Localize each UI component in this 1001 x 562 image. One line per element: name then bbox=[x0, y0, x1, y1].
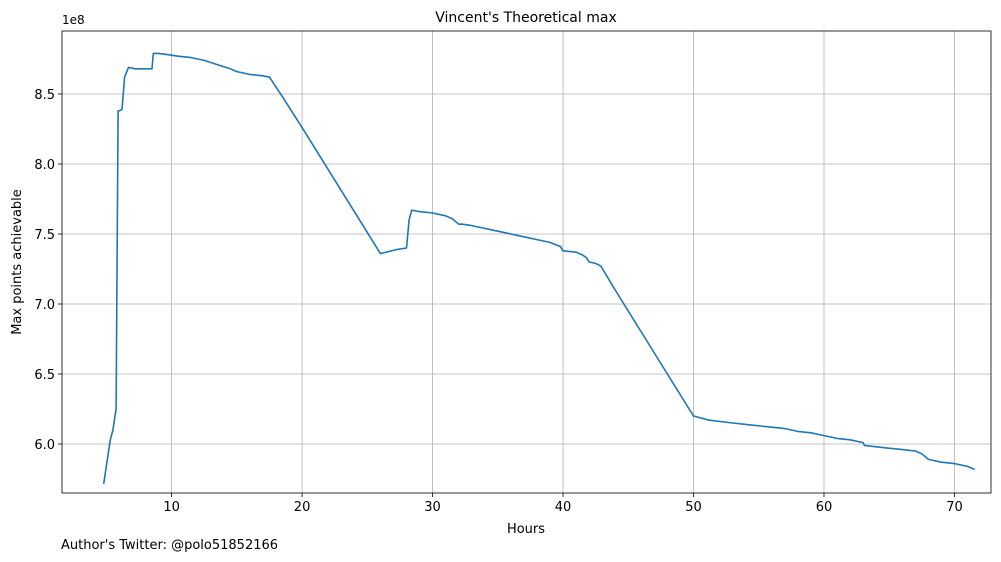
x-tick-label: 20 bbox=[294, 500, 311, 515]
y-tick-label: 8.5 bbox=[34, 88, 55, 103]
grid-lines bbox=[62, 31, 991, 493]
x-tick-label: 10 bbox=[163, 500, 180, 515]
y-tick-label: 7.5 bbox=[34, 228, 55, 243]
y-tick-label: 6.5 bbox=[34, 368, 55, 383]
x-tick-label: 30 bbox=[424, 500, 441, 515]
chart-title: Vincent's Theoretical max bbox=[435, 10, 616, 26]
x-axis-label: Hours bbox=[507, 522, 545, 537]
x-tick-label: 40 bbox=[555, 500, 572, 515]
y-tick-label: 7.0 bbox=[34, 298, 55, 313]
x-tick-label: 50 bbox=[685, 500, 702, 515]
y-axis: 6.0 6.5 7.0 7.5 8.0 8.5 bbox=[34, 88, 62, 453]
y-axis-label: Max points achievable bbox=[10, 189, 25, 335]
x-tick-label: 70 bbox=[946, 500, 963, 515]
series-layer bbox=[103, 52, 975, 485]
x-tick-label: 60 bbox=[816, 500, 833, 515]
author-credit: Author's Twitter: @polo51852166 bbox=[61, 538, 279, 553]
series-line bbox=[103, 52, 975, 485]
y-offset-label: 1e8 bbox=[62, 13, 85, 27]
y-tick-label: 6.0 bbox=[34, 438, 55, 453]
y-tick-label: 8.0 bbox=[34, 158, 55, 173]
x-axis: 10 20 30 40 50 60 70 bbox=[163, 493, 963, 515]
plot-frame bbox=[61, 30, 992, 494]
